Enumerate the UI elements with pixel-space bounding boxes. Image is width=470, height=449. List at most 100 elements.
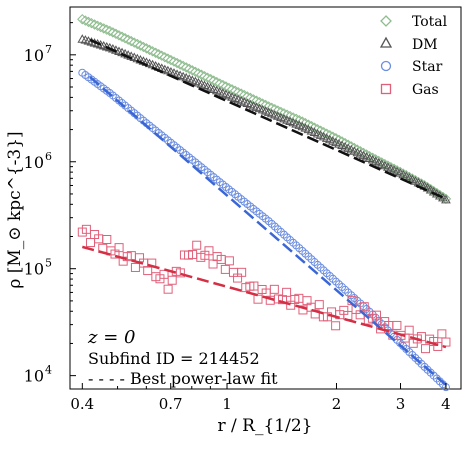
point-total	[122, 34, 134, 45]
legend-label-star: Star	[412, 59, 443, 75]
point-total	[248, 94, 259, 105]
point-total	[77, 14, 88, 25]
x-axis-label: r / R_{1/2}	[218, 416, 313, 436]
point-total	[168, 56, 180, 67]
point-total	[171, 57, 183, 69]
point-gas	[204, 246, 214, 256]
x-tick-label: 0.4	[70, 395, 94, 413]
point-total	[242, 91, 253, 102]
point-gas	[114, 243, 124, 253]
point-gas	[224, 256, 234, 266]
legend-label-total: Total	[412, 14, 448, 30]
x-tick-label: 1	[222, 395, 232, 413]
point-total	[260, 99, 271, 111]
point-total	[162, 53, 174, 64]
x-tick-label: 4	[441, 395, 451, 413]
fit-line-dm	[89, 38, 447, 200]
plot-frame	[69, 6, 462, 390]
point-total	[263, 101, 274, 112]
legend-marker-star	[380, 60, 392, 72]
point-gas	[282, 287, 292, 297]
y-tick-label: 10	[24, 46, 44, 65]
point-gas	[269, 284, 279, 294]
point-total	[251, 95, 262, 106]
point-gas	[392, 320, 402, 330]
point-total	[181, 62, 192, 73]
y-tick-exponent: 4	[45, 364, 52, 377]
point-total	[239, 89, 250, 101]
point-gas	[102, 234, 112, 244]
legend-item-dm: DM	[379, 36, 438, 53]
point-total	[89, 19, 100, 30]
point-total	[119, 33, 131, 44]
legend-label-gas: Gas	[412, 82, 439, 98]
point-total	[245, 92, 256, 104]
point-total	[129, 37, 140, 48]
point-gas	[237, 267, 247, 277]
point-total	[83, 16, 94, 28]
point-gas	[167, 275, 177, 285]
y-tick-label: 10	[24, 367, 44, 386]
point-total	[281, 109, 293, 120]
point-total	[86, 17, 97, 29]
point-total	[193, 68, 204, 79]
point-total	[116, 31, 128, 42]
legend-label-dm: DM	[412, 37, 438, 53]
x-tick-label: 0.7	[159, 395, 183, 413]
legend-item-total: Total	[380, 14, 448, 30]
point-dm	[441, 194, 451, 204]
y-tick-label: 10	[24, 153, 44, 172]
point-gas	[331, 321, 341, 331]
point-gas	[314, 300, 324, 310]
point-total	[278, 108, 290, 119]
legend-item-gas: Gas	[380, 82, 439, 98]
point-total	[236, 88, 247, 99]
fit-line-star	[89, 76, 447, 386]
point-total	[132, 38, 143, 50]
point-total	[269, 103, 281, 115]
point-gas	[359, 302, 369, 312]
point-total	[104, 25, 116, 37]
point-total	[190, 66, 201, 78]
legend-marker-dm	[379, 36, 393, 48]
point-gas	[421, 344, 431, 354]
point-total	[135, 40, 146, 51]
point-total	[92, 20, 103, 31]
point-total	[187, 65, 198, 76]
point-total	[177, 60, 189, 72]
point-total	[184, 63, 195, 75]
point-gas	[404, 325, 414, 335]
redshift-annotation: z = 0	[87, 327, 135, 348]
y-tick-exponent: 7	[45, 43, 52, 56]
legend-marker-gas	[380, 83, 392, 95]
point-total	[110, 28, 122, 40]
point-gas	[253, 294, 263, 304]
x-tick-label: 2	[332, 395, 342, 413]
point-total	[272, 105, 284, 116]
point-total	[95, 21, 106, 33]
point-total	[257, 98, 268, 109]
point-total	[159, 51, 171, 63]
legend: Total DM Star Gas	[379, 14, 448, 98]
point-total	[254, 96, 265, 108]
point-total	[138, 41, 149, 53]
point-total	[113, 30, 125, 41]
fit-line-gas	[81, 245, 447, 349]
point-total	[80, 15, 91, 26]
point-total	[144, 44, 155, 56]
legend-item-star: Star	[380, 59, 443, 75]
y-axis-label: ρ [M_⊙ kpc^{-3}]	[5, 131, 25, 288]
point-total	[153, 49, 164, 60]
point-total	[266, 102, 277, 114]
y-tick-exponent: 6	[45, 150, 52, 163]
point-total	[98, 23, 109, 34]
point-gas	[163, 284, 173, 294]
fit-annotation: - - - - Best power-law fit	[88, 369, 278, 388]
point-total	[107, 27, 119, 38]
point-total	[174, 59, 186, 70]
point-gas	[192, 240, 202, 250]
fit-layer	[81, 38, 447, 386]
point-total	[275, 106, 287, 118]
